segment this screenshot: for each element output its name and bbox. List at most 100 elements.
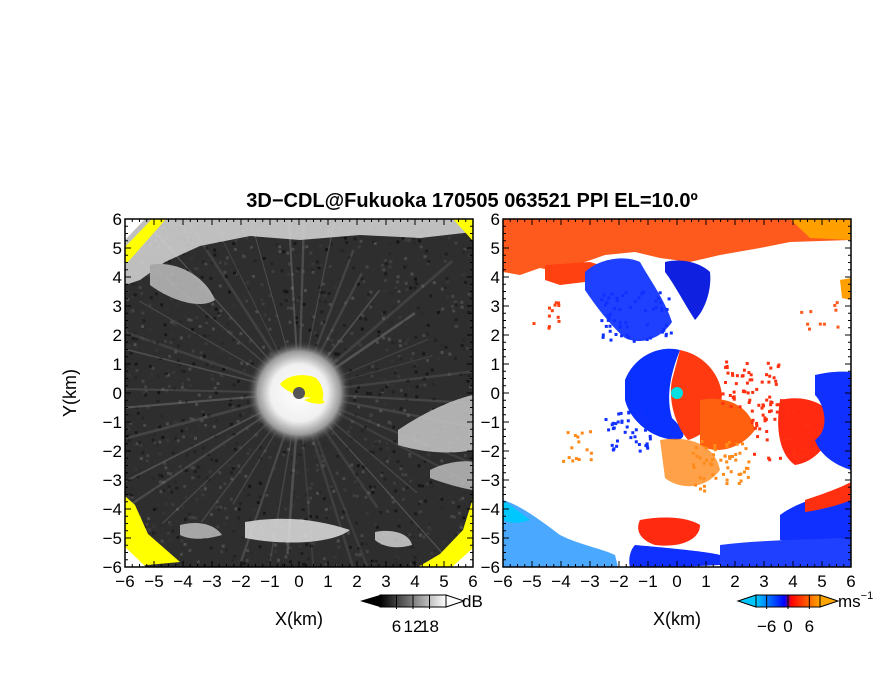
reflectivity-noise-cell	[134, 376, 138, 380]
reflectivity-noise-cell	[290, 318, 294, 322]
reflectivity-noise-cell	[201, 410, 205, 414]
reflectivity-noise-cell	[258, 545, 262, 549]
reflectivity-noise-cell	[457, 332, 461, 336]
reflectivity-noise-cell	[193, 326, 197, 330]
reflectivity-noise-cell	[392, 408, 396, 412]
y-tick-label: 5	[491, 239, 500, 258]
velocity-speckle-cell	[562, 459, 566, 463]
reflectivity-noise-cell	[457, 511, 461, 515]
reflectivity-noise-cell	[165, 374, 169, 378]
reflectivity-noise-cell	[240, 396, 244, 400]
reflectivity-noise-cell	[232, 465, 236, 469]
reflectivity-noise-cell	[296, 299, 300, 302]
reflectivity-noise-cell	[444, 266, 448, 270]
reflectivity-noise-cell	[392, 450, 396, 454]
reflectivity-noise-cell	[207, 334, 211, 338]
reflectivity-noise-cell	[210, 363, 214, 367]
reflectivity-noise-cell	[246, 330, 250, 334]
reflectivity-noise-cell	[336, 434, 340, 438]
reflectivity-noise-cell	[205, 247, 209, 250]
reflectivity-noise-cell	[305, 245, 309, 249]
reflectivity-noise-cell	[183, 484, 187, 488]
corner-blank-ll	[125, 547, 146, 567]
velocity-speckle-cell	[606, 314, 610, 318]
reflectivity-noise-cell	[369, 392, 373, 396]
reflectivity-noise-cell	[202, 354, 206, 358]
velocity-speckle-cell	[760, 380, 764, 384]
reflectivity-noise-cell	[159, 490, 163, 494]
velocity-speckle-cell	[623, 430, 627, 434]
reflectivity-noise-cell	[170, 332, 174, 336]
reflectivity-noise-cell	[404, 473, 408, 477]
reflectivity-noise-cell	[149, 296, 153, 300]
reflectivity-noise-cell	[312, 315, 316, 319]
reflectivity-noise-cell	[236, 341, 240, 345]
velocity-speckle-cell	[669, 331, 673, 335]
velocity-speckle-cell	[694, 446, 698, 450]
reflectivity-noise-cell	[141, 416, 145, 420]
x-tick-label: 0	[672, 572, 681, 591]
reflectivity-noise-cell	[383, 477, 387, 481]
reflectivity-noise-cell	[193, 450, 197, 454]
reflectivity-noise-cell	[260, 298, 264, 301]
velocity-speckle-cell	[753, 426, 757, 430]
reflectivity-noise-cell	[443, 259, 447, 263]
reflectivity-noise-cell	[268, 456, 272, 459]
velocity-speckle-cell	[755, 424, 759, 428]
reflectivity-noise-cell	[462, 338, 466, 342]
velocity-speckle-cell	[616, 420, 620, 424]
velocity-speckle-cell	[618, 321, 622, 325]
reflectivity-noise-cell	[397, 300, 401, 303]
reflectivity-noise-cell	[318, 490, 322, 494]
velocity-speckle-cell	[611, 421, 615, 425]
reflectivity-noise-cell	[426, 332, 429, 336]
reflectivity-noise-cell	[229, 331, 233, 335]
velocity-speckle-cell	[580, 431, 584, 435]
reflectivity-noise-cell	[158, 452, 162, 456]
reflectivity-noise-cell	[308, 328, 312, 332]
y-tick-label: 6	[491, 210, 500, 229]
reflectivity-noise-cell	[365, 265, 369, 269]
reflectivity-noise-cell	[374, 559, 378, 563]
reflectivity-noise-cell	[449, 330, 453, 334]
velocity-speckle-cell	[836, 325, 840, 329]
reflectivity-noise-cell	[156, 374, 160, 378]
reflectivity-noise-cell	[141, 379, 145, 383]
reflectivity-noise-cell	[453, 357, 457, 360]
reflectivity-noise-cell	[337, 522, 341, 526]
reflectivity-noise-cell	[434, 382, 438, 385]
reflectivity-noise-cell	[154, 487, 158, 491]
reflectivity-noise-cell	[151, 438, 155, 442]
velocity-speckle-cell	[728, 394, 732, 397]
velocity-speckle-cell	[613, 306, 617, 310]
reflectivity-noise-cell	[316, 260, 319, 264]
velocity-xlabel: X(km)	[653, 609, 701, 629]
reflectivity-noise-cell	[425, 459, 429, 463]
velocity-speckle-cell	[742, 368, 746, 372]
reflectivity-noise-cell	[333, 555, 337, 559]
velocity-speckle-cell	[654, 306, 658, 310]
velocity-speckle-cell	[764, 417, 768, 421]
reflectivity-noise-cell	[357, 280, 361, 284]
reflectivity-noise-cell	[125, 423, 129, 427]
velocity-speckle-cell	[607, 296, 611, 300]
reflectivity-noise-cell	[371, 444, 375, 448]
reflectivity-noise-cell	[222, 522, 226, 526]
velocity-speckle-cell	[833, 304, 837, 307]
reflectivity-noise-cell	[429, 294, 433, 298]
reflectivity-noise-cell	[194, 516, 198, 520]
velocity-speckle-cell	[775, 410, 779, 414]
reflectivity-noise-cell	[293, 255, 297, 259]
velocity-speckle-cell	[792, 453, 796, 456]
reflectivity-noise-cell	[138, 469, 141, 473]
velocity-speckle-cell	[747, 460, 751, 464]
reflectivity-noise-cell	[382, 311, 386, 315]
clutter-saturated-band-lower	[304, 397, 325, 404]
reflectivity-noise-cell	[422, 532, 426, 535]
reflectivity-noise-cell	[193, 470, 197, 474]
velocity-speckle-cell	[609, 312, 612, 316]
reflectivity-noise-cell	[287, 447, 291, 451]
y-tick-label: 3	[491, 297, 500, 316]
reflectivity-noise-cell	[373, 485, 376, 489]
velocity-speckle-cell	[731, 396, 735, 399]
